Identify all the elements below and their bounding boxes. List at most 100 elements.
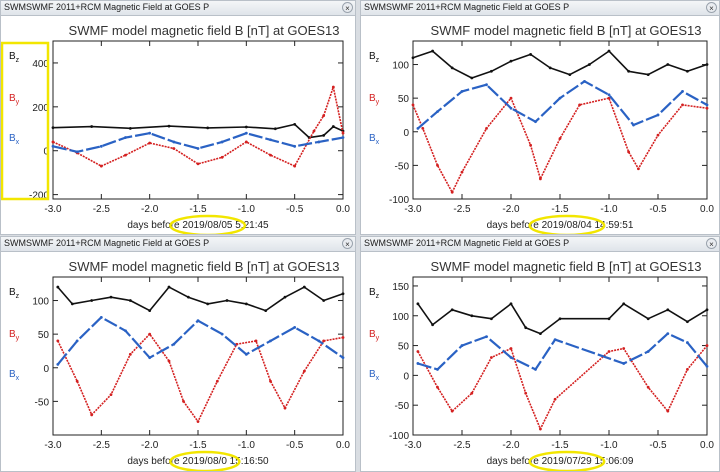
data-point-bz [622,302,626,306]
close-icon[interactable]: × [342,238,353,249]
x-label-date: 2019/08/04 [542,220,592,231]
y-tick-label: 50 [38,330,50,341]
data-point-by [182,399,185,403]
data-point-bx [56,363,60,366]
data-point-by [622,347,626,350]
y-tick-label: 200 [32,103,49,114]
y-tick-label: 100 [392,312,409,323]
data-point-bz [490,317,493,321]
date-highlight-ellipse [528,214,606,234]
data-point-bz [666,63,670,66]
data-point-by [539,427,542,431]
x-tick-label: -0.5 [649,440,667,451]
legend-by: By [9,93,20,106]
window-titlebar[interactable]: SWMSWMF 2011+RCM Magnetic Field at GOES … [1,237,355,252]
legend-by: By [9,329,20,342]
series-line-by [412,97,708,194]
data-point-bx [553,338,557,342]
data-point-bx [269,339,272,343]
data-point-by [578,103,581,107]
series-line-bx [417,80,708,130]
y-tick-label: 100 [32,297,49,308]
data-point-bz [431,323,434,327]
window-titlebar[interactable]: SWMSWMF 2011+RCM Magnetic Field at GOES … [361,237,719,252]
y-tick-label: -100 [389,195,409,206]
x-tick-label: -2.0 [141,440,159,451]
data-point-bx [632,123,635,127]
plot-window-4[interactable]: SWMSWMF 2011+RCM Magnetic Field at GOES … [360,236,720,472]
window-titlebar[interactable]: SWMSWMF 2011+RCM Magnetic Field at GOES … [1,1,355,16]
data-point-bz [206,126,210,130]
x-tick-label: -0.5 [649,204,667,215]
window-title: SWMSWMF 2011+RCM Magnetic Field at GOES … [364,238,570,248]
data-point-bx [220,140,224,144]
y-tick-label: 0 [403,371,409,382]
series-line-bz [57,286,344,312]
data-point-by [196,420,200,423]
window-title: SWMSWMF 2011+RCM Magnetic Field at GOES … [364,2,570,12]
legend-bz: Bz [9,287,20,300]
x-label-time: 14:59:51 [592,220,634,231]
x-axis-label: days before 2019/07/29 15:06:09 [487,456,634,467]
data-point-by [322,339,326,343]
date-highlight-ellipse [169,450,241,471]
data-point-bx [148,131,152,135]
data-point-bx [646,350,650,353]
data-point-by [627,150,630,154]
data-point-bz [331,125,335,128]
data-point-bz [167,124,171,128]
legend-bx: Bx [9,369,20,382]
data-point-by [331,85,335,89]
y-tick-label: 50 [398,342,410,353]
close-icon[interactable]: × [706,238,717,249]
data-point-bx [317,339,321,343]
y-tick-label: 0 [403,128,409,139]
close-icon[interactable]: × [706,2,717,13]
data-point-bx [293,326,297,329]
data-point-bz [128,126,132,130]
data-point-bz [558,317,562,321]
x-tick-label: -1.0 [238,204,256,215]
x-axis-label: days before 2019/08/04 14:59:51 [487,220,634,231]
x-tick-label: 0.0 [700,204,714,215]
data-point-bz [524,326,528,330]
magnetic-field-plot: SWMF model magnetic field B [nT] at GOES… [369,23,714,234]
data-point-bz [539,332,542,336]
x-axis-label: days before 2019/08/05 5:21:45 [127,220,269,231]
magnetic-field-plot: SWMF model magnetic field B [nT] at GOES… [1,23,350,234]
data-point-by [244,140,248,144]
data-point-by [196,162,200,166]
date-highlight-ellipse [528,450,606,471]
x-label-time: 15:16:50 [227,456,269,467]
data-point-by [172,147,176,150]
data-point-by [416,350,420,353]
data-point-bz [431,49,434,53]
plot-frame [412,40,708,200]
data-point-bx [416,362,420,365]
plot-window-2[interactable]: SWMSWMF 2011+RCM Magnetic Field at GOES … [360,0,720,235]
data-point-bz [128,299,132,302]
data-point-by [460,170,464,174]
plot-window-3[interactable]: SWMSWMF 2011+RCM Magnetic Field at GOES … [0,236,356,472]
x-label-date: 2019/07/29 [542,456,592,467]
data-point-by [56,339,60,343]
data-point-by [215,379,219,383]
x-tick-label: -2.0 [502,204,520,215]
close-icon[interactable]: × [342,2,353,13]
data-point-bz [206,302,210,306]
data-point-bx [509,356,513,359]
window-titlebar[interactable]: SWMSWMF 2011+RCM Magnetic Field at GOES … [361,1,719,16]
data-point-bz [90,125,94,128]
data-point-bz [509,59,513,63]
plot-window-1[interactable]: SWMSWMF 2011+RCM Magnetic Field at GOES … [0,0,356,235]
data-point-bx [196,319,200,323]
series-line-by [57,333,344,423]
data-point-by [283,406,287,410]
magnetic-field-plot: SWMF model magnetic field B [nT] at GOES… [9,259,350,471]
data-point-by [705,106,709,110]
y-tick-label: -50 [35,397,50,408]
x-tick-label: -0.5 [286,204,304,215]
x-tick-label: -3.0 [404,204,422,215]
x-tick-label: -0.5 [286,440,304,451]
data-point-bx [75,339,79,343]
